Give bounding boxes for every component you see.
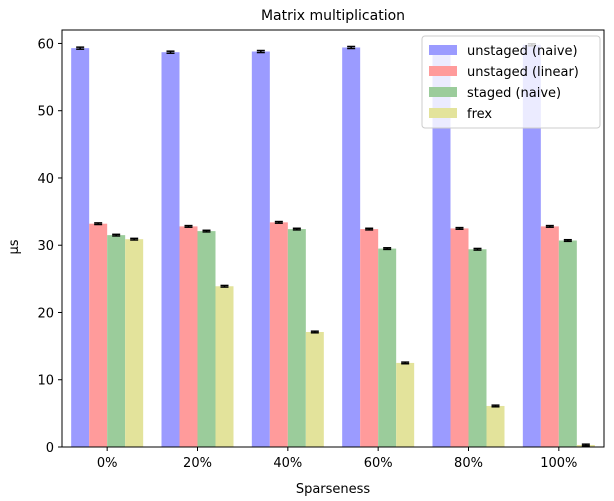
bar	[305, 331, 324, 447]
bar	[269, 222, 288, 447]
y-tick-label: 30	[37, 239, 54, 254]
legend-swatch	[429, 108, 457, 118]
bar	[378, 248, 397, 447]
y-tick-label: 40	[37, 172, 54, 187]
bar	[197, 231, 216, 447]
legend-box	[421, 35, 601, 129]
bar	[125, 239, 144, 447]
bar	[107, 235, 126, 447]
y-tick-label: 60	[37, 37, 54, 52]
x-tick-label: 0%	[97, 456, 118, 471]
y-tick-label: 10	[37, 374, 54, 389]
bar	[396, 362, 415, 447]
y-tick-label: 50	[37, 105, 54, 120]
bar	[558, 240, 577, 447]
bar	[89, 223, 108, 447]
legend-label: frex	[467, 107, 492, 122]
bar	[360, 229, 379, 447]
x-tick-label: 40%	[273, 456, 302, 471]
bars-layer	[71, 43, 595, 448]
bar	[215, 286, 234, 447]
bar	[342, 47, 361, 448]
bar	[71, 48, 90, 448]
bar	[522, 44, 541, 447]
bar	[432, 50, 451, 447]
bar	[450, 228, 469, 447]
bar	[287, 229, 306, 447]
x-tick-label: 20%	[183, 456, 212, 471]
y-axis-label: μs	[7, 239, 22, 254]
bar	[540, 226, 559, 447]
x-axis-label: Sparseness	[296, 482, 371, 497]
bar	[251, 51, 270, 447]
legend-label: unstaged (linear)	[467, 65, 579, 80]
y-tick-label: 20	[37, 306, 54, 321]
legend-label: unstaged (naive)	[467, 44, 578, 59]
x-tick-label: 80%	[454, 456, 483, 471]
axes-layer: 0 10 20 30 40 50 60 0% 20% 40% 60% 80% 100%	[37, 29, 605, 471]
plot-frame	[61, 29, 605, 448]
bar	[486, 405, 505, 447]
legend-swatch	[429, 45, 457, 55]
y-tick-label: 0	[46, 441, 54, 456]
legend-label: staged (naive)	[467, 86, 561, 101]
legend-swatch	[429, 87, 457, 97]
bar	[179, 226, 198, 447]
bar	[468, 249, 487, 447]
bar	[161, 52, 180, 447]
x-tick-label: 100%	[540, 456, 577, 471]
chart-title: Matrix multiplication	[261, 8, 405, 24]
x-tick-label: 60%	[364, 456, 393, 471]
legend-swatch	[429, 66, 457, 76]
legend: unstaged (naive) unstaged (linear) staged …	[421, 35, 601, 129]
